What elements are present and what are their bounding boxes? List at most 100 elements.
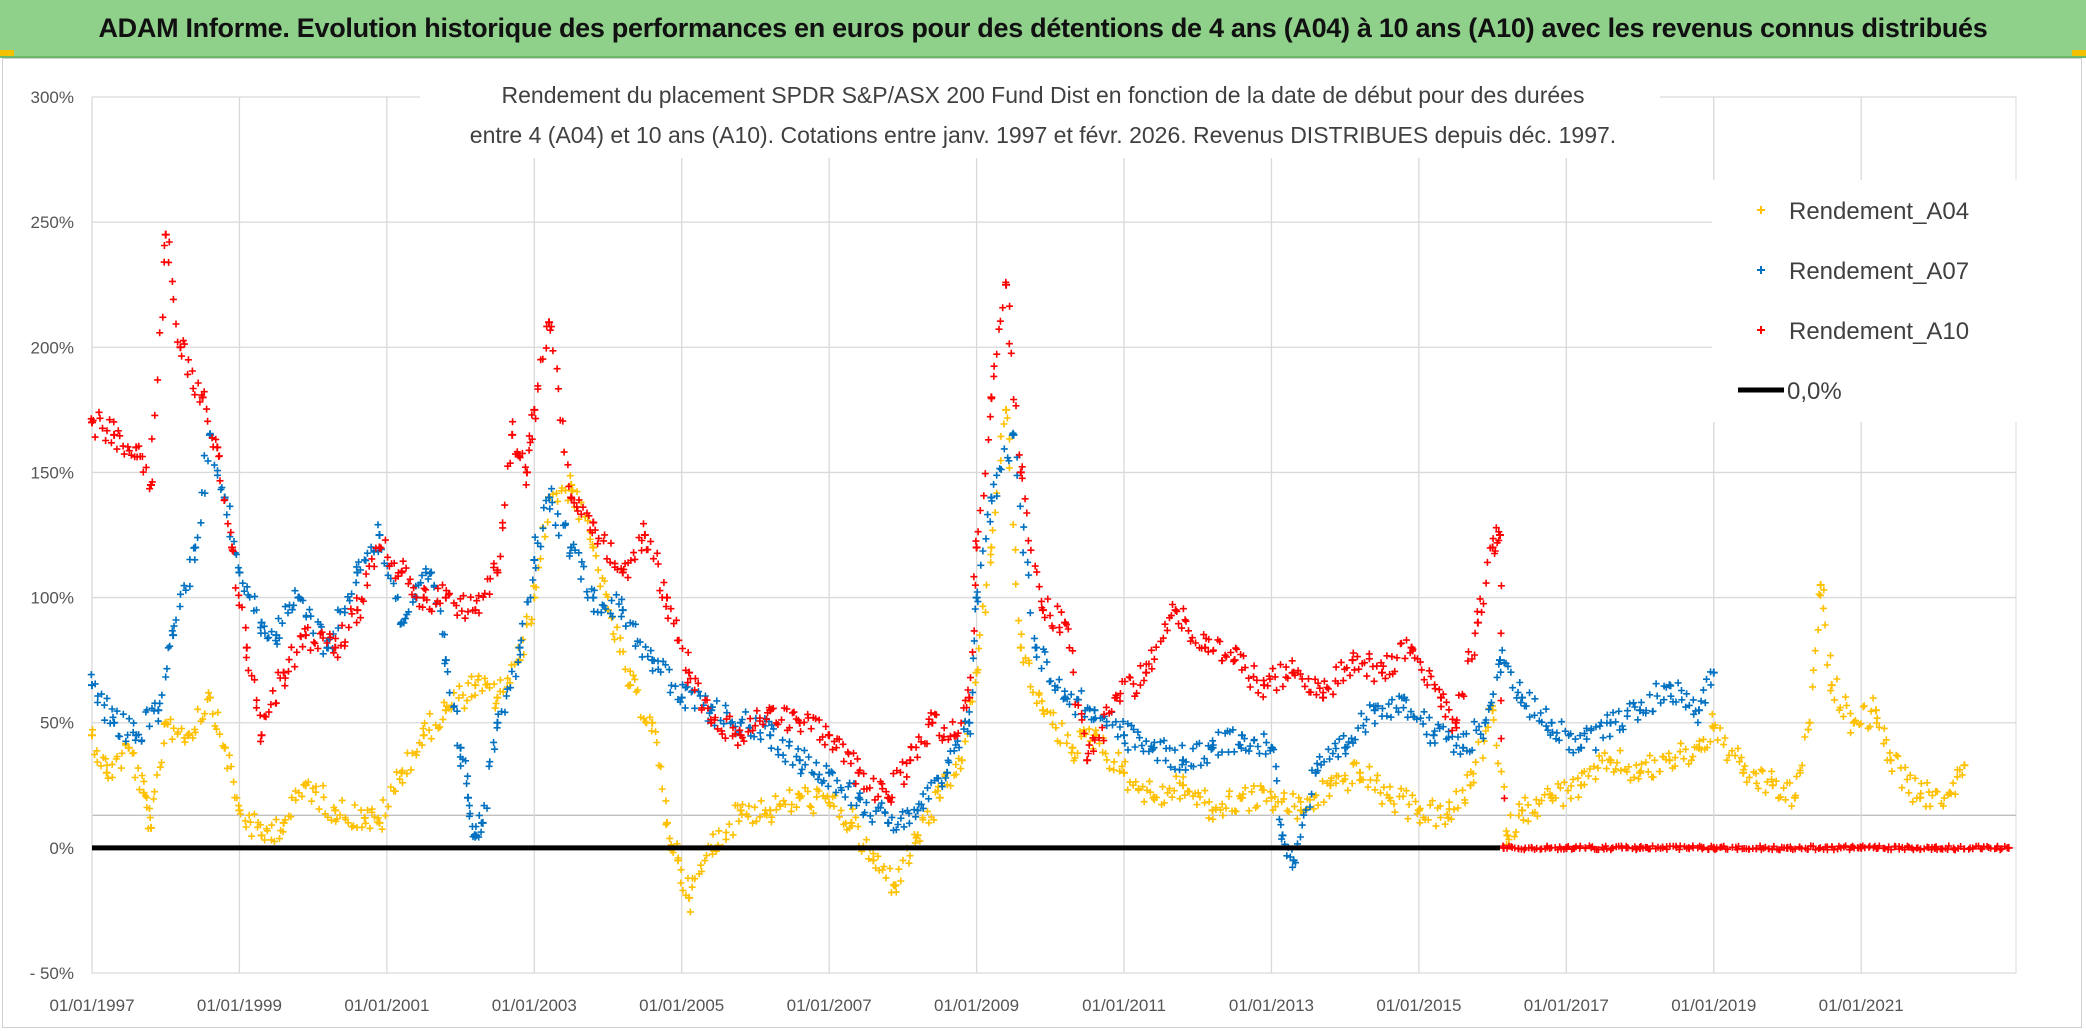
chart-title-line-1: Rendement du placement SPDR S&P/ASX 200 … [502, 82, 1585, 108]
data-cloud [441, 660, 461, 750]
banner-corner-left [0, 50, 14, 56]
data-cloud [295, 593, 331, 658]
data-cloud [1497, 646, 1524, 702]
x-tick-label: 01/01/1999 [197, 996, 282, 1015]
data-cloud [912, 787, 942, 845]
data-cloud [1817, 586, 1834, 669]
data-point [110, 718, 119, 727]
data-cloud [1313, 732, 1348, 775]
data-cloud [1886, 749, 1921, 806]
data-cloud [1711, 842, 1788, 854]
data-cloud [1499, 842, 1568, 854]
x-tick-label: 01/01/2021 [1819, 996, 1904, 1015]
data-point [1473, 618, 1482, 627]
data-point [1179, 781, 1187, 790]
data-cloud [1371, 692, 1406, 727]
data-cloud [1856, 842, 1936, 854]
data-point [1201, 643, 1210, 652]
data-cloud [1268, 744, 1285, 829]
data-point [1414, 806, 1423, 815]
data-point [530, 556, 539, 565]
data-cloud [951, 696, 971, 740]
data-cloud [1356, 763, 1391, 808]
chart-title-background [420, 78, 1660, 158]
data-cloud [1237, 782, 1274, 815]
data-point [589, 518, 598, 527]
data-cloud [1237, 730, 1274, 758]
data-cloud [1445, 771, 1471, 823]
data-cloud [1467, 705, 1493, 787]
data-cloud [1386, 783, 1421, 823]
data-point [972, 543, 981, 552]
data-cloud [707, 712, 742, 749]
data-point [1083, 756, 1092, 765]
data-point [419, 731, 428, 740]
data-cloud [1519, 785, 1554, 825]
data-cloud [767, 721, 802, 769]
chart-title: Rendement du placement SPDR S&P/ASX 200 … [420, 78, 1660, 158]
data-cloud [281, 632, 307, 690]
data-cloud [797, 746, 830, 787]
legend-swatch [1757, 266, 1765, 274]
data-cloud [767, 786, 802, 826]
data-point [766, 731, 775, 740]
data-point [191, 543, 200, 552]
chart-legend: Rendement_A04 Rendement_A07 Rendement_A10 0… [1712, 180, 2022, 422]
data-cloud [522, 411, 536, 489]
data-point [1016, 468, 1025, 477]
data-cloud [398, 557, 427, 611]
data-point [161, 230, 170, 239]
data-cloud [1489, 524, 1503, 557]
data-cloud [1379, 636, 1414, 682]
data-cloud [1482, 660, 1503, 724]
data-point [1002, 405, 1011, 414]
data-point [323, 643, 332, 652]
data-cloud [1694, 668, 1715, 727]
data-cloud [1121, 720, 1155, 755]
data-cloud [684, 675, 712, 714]
data-cloud [1017, 630, 1043, 707]
data-cloud [1120, 758, 1154, 806]
report-banner: ADAM Informe. Evolution historique des p… [0, 0, 2086, 58]
data-point [854, 793, 863, 802]
data-cloud [205, 689, 227, 750]
data-cloud [795, 784, 831, 817]
x-tick-label: 01/01/2013 [1229, 996, 1314, 1015]
data-cloud [1288, 667, 1324, 699]
data-cloud [1179, 773, 1213, 822]
legend-swatch [1757, 206, 1765, 214]
data-point [1171, 606, 1180, 615]
data-cloud [1112, 662, 1148, 705]
data-point [353, 606, 362, 615]
series-Rendement_A04 [88, 405, 1969, 916]
data-point [1230, 656, 1239, 665]
data-cloud [620, 534, 646, 582]
data-cloud [1667, 679, 1700, 718]
data-point [456, 743, 465, 752]
data-cloud [1038, 595, 1065, 636]
data-cloud [1947, 766, 1966, 798]
data-cloud [178, 337, 204, 406]
data-point [1518, 806, 1527, 815]
data-point [471, 606, 480, 615]
data-cloud [1178, 739, 1215, 774]
data-cloud [915, 774, 950, 812]
data-cloud [1517, 689, 1552, 734]
data-cloud [146, 739, 168, 822]
data-cloud [215, 452, 235, 536]
data-cloud [412, 565, 432, 590]
data-cloud [590, 586, 626, 621]
data-point [1016, 643, 1025, 652]
data-cloud [531, 497, 550, 572]
data-cloud [160, 715, 189, 746]
data-cloud [1665, 739, 1701, 772]
y-tick-label: 300% [31, 88, 74, 107]
data-point [1459, 743, 1468, 752]
data-point [205, 693, 214, 702]
y-tick-label: 250% [31, 213, 74, 232]
data-cloud [1149, 737, 1186, 774]
data-cloud [1038, 697, 1076, 757]
data-point [146, 823, 155, 832]
data-cloud [516, 576, 537, 659]
data-point [618, 606, 627, 615]
